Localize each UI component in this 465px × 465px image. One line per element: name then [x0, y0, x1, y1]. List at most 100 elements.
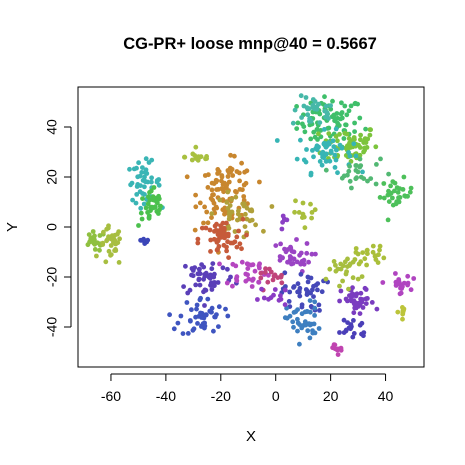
data-point-cluster-2 — [351, 135, 357, 140]
data-point-cluster-6 — [127, 166, 132, 172]
data-point-cluster-27 — [335, 352, 341, 357]
data-point-cluster-3 — [317, 159, 323, 164]
data-point-cluster-30 — [261, 295, 267, 301]
data-point-cluster-5 — [385, 217, 391, 223]
data-point-cluster-14 — [208, 237, 214, 243]
data-point-cluster-14 — [223, 231, 228, 237]
data-point-cluster-11 — [141, 238, 146, 243]
data-point-cluster-10 — [101, 229, 106, 235]
data-point-cluster-15 — [199, 262, 205, 267]
data-point-cluster-16 — [216, 304, 222, 310]
data-point-cluster-13 — [242, 224, 248, 230]
data-point-cluster-0 — [346, 108, 352, 114]
data-point-cluster-18 — [289, 248, 295, 254]
data-point-cluster-26 — [401, 308, 406, 313]
data-point-cluster-25 — [398, 285, 403, 291]
data-point-cluster-4 — [358, 174, 364, 180]
data-point-cluster-19 — [286, 299, 292, 304]
data-point-cluster-19 — [315, 281, 321, 286]
data-point-cluster-5 — [401, 174, 407, 180]
data-point-cluster-17 — [230, 283, 235, 289]
data-point-cluster-6 — [130, 197, 136, 203]
data-point-cluster-22 — [351, 318, 356, 323]
data-point-cluster-12 — [229, 166, 235, 172]
data-point-cluster-17 — [250, 278, 255, 283]
data-point-cluster-15 — [187, 287, 193, 293]
data-point-cluster-18 — [298, 261, 304, 267]
data-point-cluster-15 — [215, 280, 221, 285]
data-point-cluster-12 — [228, 152, 234, 158]
data-point-cluster-0 — [332, 116, 338, 121]
data-point-cluster-12 — [241, 194, 247, 199]
data-point-cluster-3 — [333, 126, 339, 132]
data-point-cluster-14 — [244, 232, 249, 238]
data-point-cluster-9 — [92, 241, 98, 247]
data-point-cluster-18 — [277, 257, 283, 263]
data-point-cluster-25 — [396, 279, 402, 285]
data-point-cluster-7 — [138, 210, 144, 216]
data-point-cluster-24 — [370, 249, 376, 255]
data-point-cluster-12 — [225, 174, 231, 179]
x-tick-label: 0 — [272, 388, 280, 404]
data-point-cluster-20 — [304, 309, 310, 314]
x-tick-label: 20 — [323, 388, 339, 404]
data-point-cluster-13 — [232, 229, 238, 234]
data-point-cluster-12 — [205, 220, 211, 226]
data-point-cluster-2 — [346, 136, 352, 142]
data-point-cluster-17 — [246, 276, 252, 282]
data-points — [85, 93, 417, 357]
data-point-cluster-5 — [408, 185, 414, 191]
data-point-cluster-24 — [377, 243, 383, 249]
data-point-cluster-20 — [291, 310, 297, 315]
data-point-cluster-1 — [292, 107, 298, 113]
data-point-cluster-18 — [301, 257, 307, 263]
data-point-cluster-7 — [155, 200, 160, 206]
data-point-cluster-4 — [373, 181, 379, 187]
data-point-cluster-10 — [113, 248, 119, 253]
data-point-cluster-19 — [282, 270, 288, 276]
data-point-cluster-6 — [131, 166, 137, 172]
data-point-cluster-16 — [216, 324, 221, 329]
data-point-cluster-15 — [202, 303, 207, 308]
data-point-cluster-14 — [236, 228, 242, 234]
data-point-cluster-1 — [328, 103, 333, 108]
data-point-cluster-0 — [348, 103, 354, 109]
data-point-cluster-5 — [377, 195, 383, 200]
data-point-cluster-2 — [367, 127, 373, 132]
data-point-cluster-7 — [150, 194, 156, 200]
data-point-cluster-17 — [239, 259, 245, 265]
data-point-cluster-20 — [305, 328, 311, 334]
data-point-cluster-19 — [319, 289, 325, 295]
data-point-cluster-20 — [299, 311, 305, 317]
data-point-cluster-17 — [244, 261, 250, 267]
data-point-cluster-5 — [385, 192, 391, 198]
data-point-cluster-19 — [308, 275, 314, 281]
data-point-cluster-17 — [266, 272, 271, 278]
data-point-cluster-20 — [290, 319, 296, 325]
data-point-cluster-2 — [363, 140, 369, 146]
data-point-cluster-16 — [185, 331, 191, 336]
data-point-cluster-16 — [209, 309, 214, 315]
data-point-cluster-14 — [239, 246, 244, 252]
data-point-cluster-16 — [223, 306, 228, 312]
data-point-cluster-2 — [344, 131, 350, 137]
data-point-cluster-0 — [363, 126, 368, 132]
data-point-cluster-12 — [192, 227, 198, 233]
data-point-cluster-3 — [311, 154, 316, 160]
data-point-cluster-4 — [357, 156, 363, 162]
data-point-cluster-23 — [340, 278, 345, 284]
data-point-cluster-15 — [189, 272, 194, 278]
data-point-cluster-22 — [347, 324, 353, 330]
data-point-cluster-28 — [312, 207, 318, 213]
data-point-cluster-17 — [245, 266, 251, 271]
data-point-cluster-15 — [181, 284, 187, 289]
data-point-cluster-12 — [219, 178, 224, 184]
data-point-cluster-24 — [362, 256, 368, 262]
data-point-cluster-31 — [279, 226, 285, 232]
data-point-cluster-16 — [195, 321, 200, 326]
data-point-cluster-3 — [321, 141, 327, 147]
data-point-cluster-20 — [287, 313, 293, 319]
data-point-cluster-30 — [282, 302, 288, 308]
data-point-cluster-29 — [258, 275, 264, 281]
